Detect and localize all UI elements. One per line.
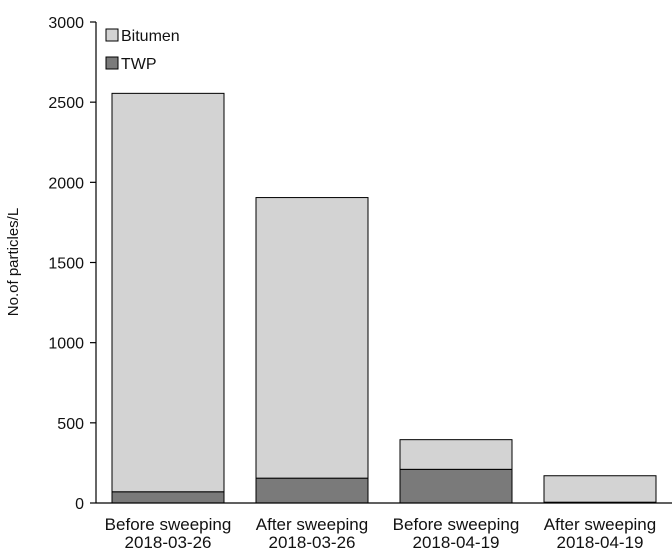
- x-category-label: Before sweeping: [393, 515, 520, 534]
- bar-twp-0: [111, 491, 225, 504]
- legend-label-bitumen: Bitumen: [121, 28, 180, 45]
- bar-bitumen-0: [111, 92, 225, 493]
- bar-twp-2: [399, 468, 513, 504]
- y-tick-label: 0: [75, 496, 84, 513]
- legend-swatch-twp: [105, 56, 119, 70]
- y-tick-label: 1000: [48, 336, 84, 353]
- x-category-label: Before sweeping: [105, 515, 232, 534]
- bar-twp-1: [255, 477, 369, 504]
- legend-label-twp: TWP: [121, 56, 157, 73]
- bar-bitumen-2: [399, 439, 513, 470]
- y-tick-label: 2000: [48, 175, 84, 192]
- y-tick-label: 3000: [48, 15, 84, 32]
- x-category-label: After sweeping: [544, 515, 656, 534]
- x-category-label: 2018-04-19: [557, 533, 644, 552]
- y-tick-label: 1500: [48, 256, 84, 273]
- legend-swatch-bitumen: [105, 28, 119, 42]
- bar-bitumen-1: [255, 197, 369, 479]
- x-category-label: 2018-03-26: [269, 533, 356, 552]
- bar-bitumen-3: [543, 475, 657, 503]
- x-category-label: 2018-03-26: [125, 533, 212, 552]
- y-axis-title: No.of particles/L: [5, 208, 22, 316]
- bars-layer: [111, 92, 657, 504]
- x-category-label: After sweeping: [256, 515, 368, 534]
- ticks-layer: 0 500 1000 1500 2000 2500 3000: [48, 15, 96, 513]
- y-tick-label: 2500: [48, 95, 84, 112]
- x-category-label: 2018-04-19: [413, 533, 500, 552]
- legend: Bitumen TWP: [105, 28, 180, 73]
- y-tick-label: 500: [57, 416, 84, 433]
